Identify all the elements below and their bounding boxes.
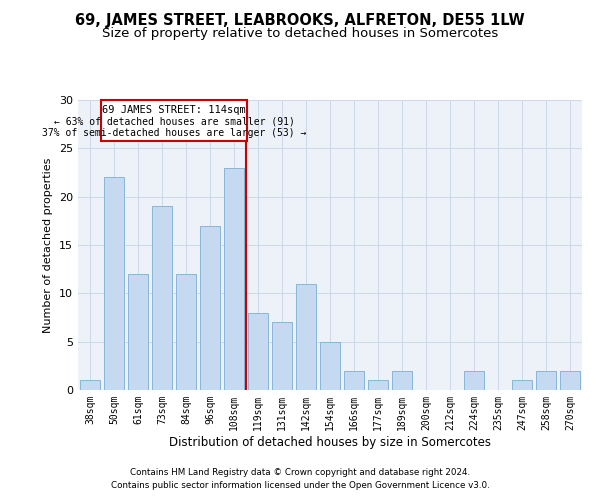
Text: Distribution of detached houses by size in Somercotes: Distribution of detached houses by size … — [169, 436, 491, 449]
Text: ← 63% of detached houses are smaller (91): ← 63% of detached houses are smaller (91… — [53, 116, 295, 126]
Y-axis label: Number of detached properties: Number of detached properties — [43, 158, 53, 332]
Bar — [560, 370, 580, 390]
Bar — [368, 380, 388, 390]
Text: 69 JAMES STREET: 114sqm: 69 JAMES STREET: 114sqm — [102, 104, 246, 115]
FancyBboxPatch shape — [101, 100, 247, 140]
Bar — [464, 370, 484, 390]
Bar — [104, 178, 124, 390]
Bar — [296, 284, 316, 390]
Bar — [512, 380, 532, 390]
Bar — [536, 370, 556, 390]
Bar — [248, 312, 268, 390]
Bar — [200, 226, 220, 390]
Bar — [272, 322, 292, 390]
Bar — [176, 274, 196, 390]
Text: 69, JAMES STREET, LEABROOKS, ALFRETON, DE55 1LW: 69, JAMES STREET, LEABROOKS, ALFRETON, D… — [75, 12, 525, 28]
Text: Contains HM Land Registry data © Crown copyright and database right 2024.: Contains HM Land Registry data © Crown c… — [130, 468, 470, 477]
Bar — [128, 274, 148, 390]
Bar — [80, 380, 100, 390]
Bar — [392, 370, 412, 390]
Bar — [320, 342, 340, 390]
Text: Contains public sector information licensed under the Open Government Licence v3: Contains public sector information licen… — [110, 480, 490, 490]
Bar — [224, 168, 244, 390]
Text: 37% of semi-detached houses are larger (53) →: 37% of semi-detached houses are larger (… — [42, 128, 306, 138]
Bar — [344, 370, 364, 390]
Bar — [152, 206, 172, 390]
Text: Size of property relative to detached houses in Somercotes: Size of property relative to detached ho… — [102, 28, 498, 40]
